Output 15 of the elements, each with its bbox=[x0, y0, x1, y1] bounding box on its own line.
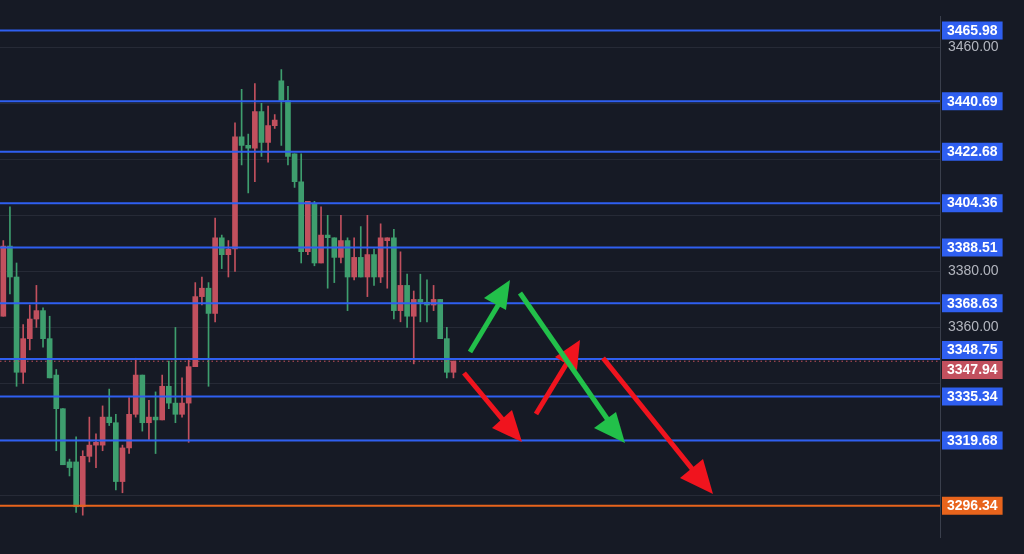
ref-line-label: 3335.34 bbox=[947, 387, 998, 404]
ref-line-label: 3388.51 bbox=[947, 238, 998, 255]
ref-line-label: 3319.68 bbox=[947, 431, 998, 448]
ref-line-label: 3347.94 bbox=[947, 361, 998, 378]
y-tick-label: 3460.00 bbox=[948, 38, 999, 55]
ref-line-label: 3422.68 bbox=[947, 143, 998, 160]
ref-line-label: 3368.63 bbox=[947, 294, 998, 311]
ref-line-label: 3296.34 bbox=[947, 497, 998, 514]
ref-line-label: 3465.98 bbox=[947, 21, 998, 38]
ref-line-label: 3348.75 bbox=[947, 341, 998, 358]
candlestick bbox=[146, 399, 152, 440]
y-tick-label: 3360.00 bbox=[948, 318, 999, 335]
ref-line-label: 3440.69 bbox=[947, 92, 998, 109]
y-tick-label: 3380.00 bbox=[948, 262, 999, 279]
ref-line-label: 3404.36 bbox=[947, 194, 998, 211]
